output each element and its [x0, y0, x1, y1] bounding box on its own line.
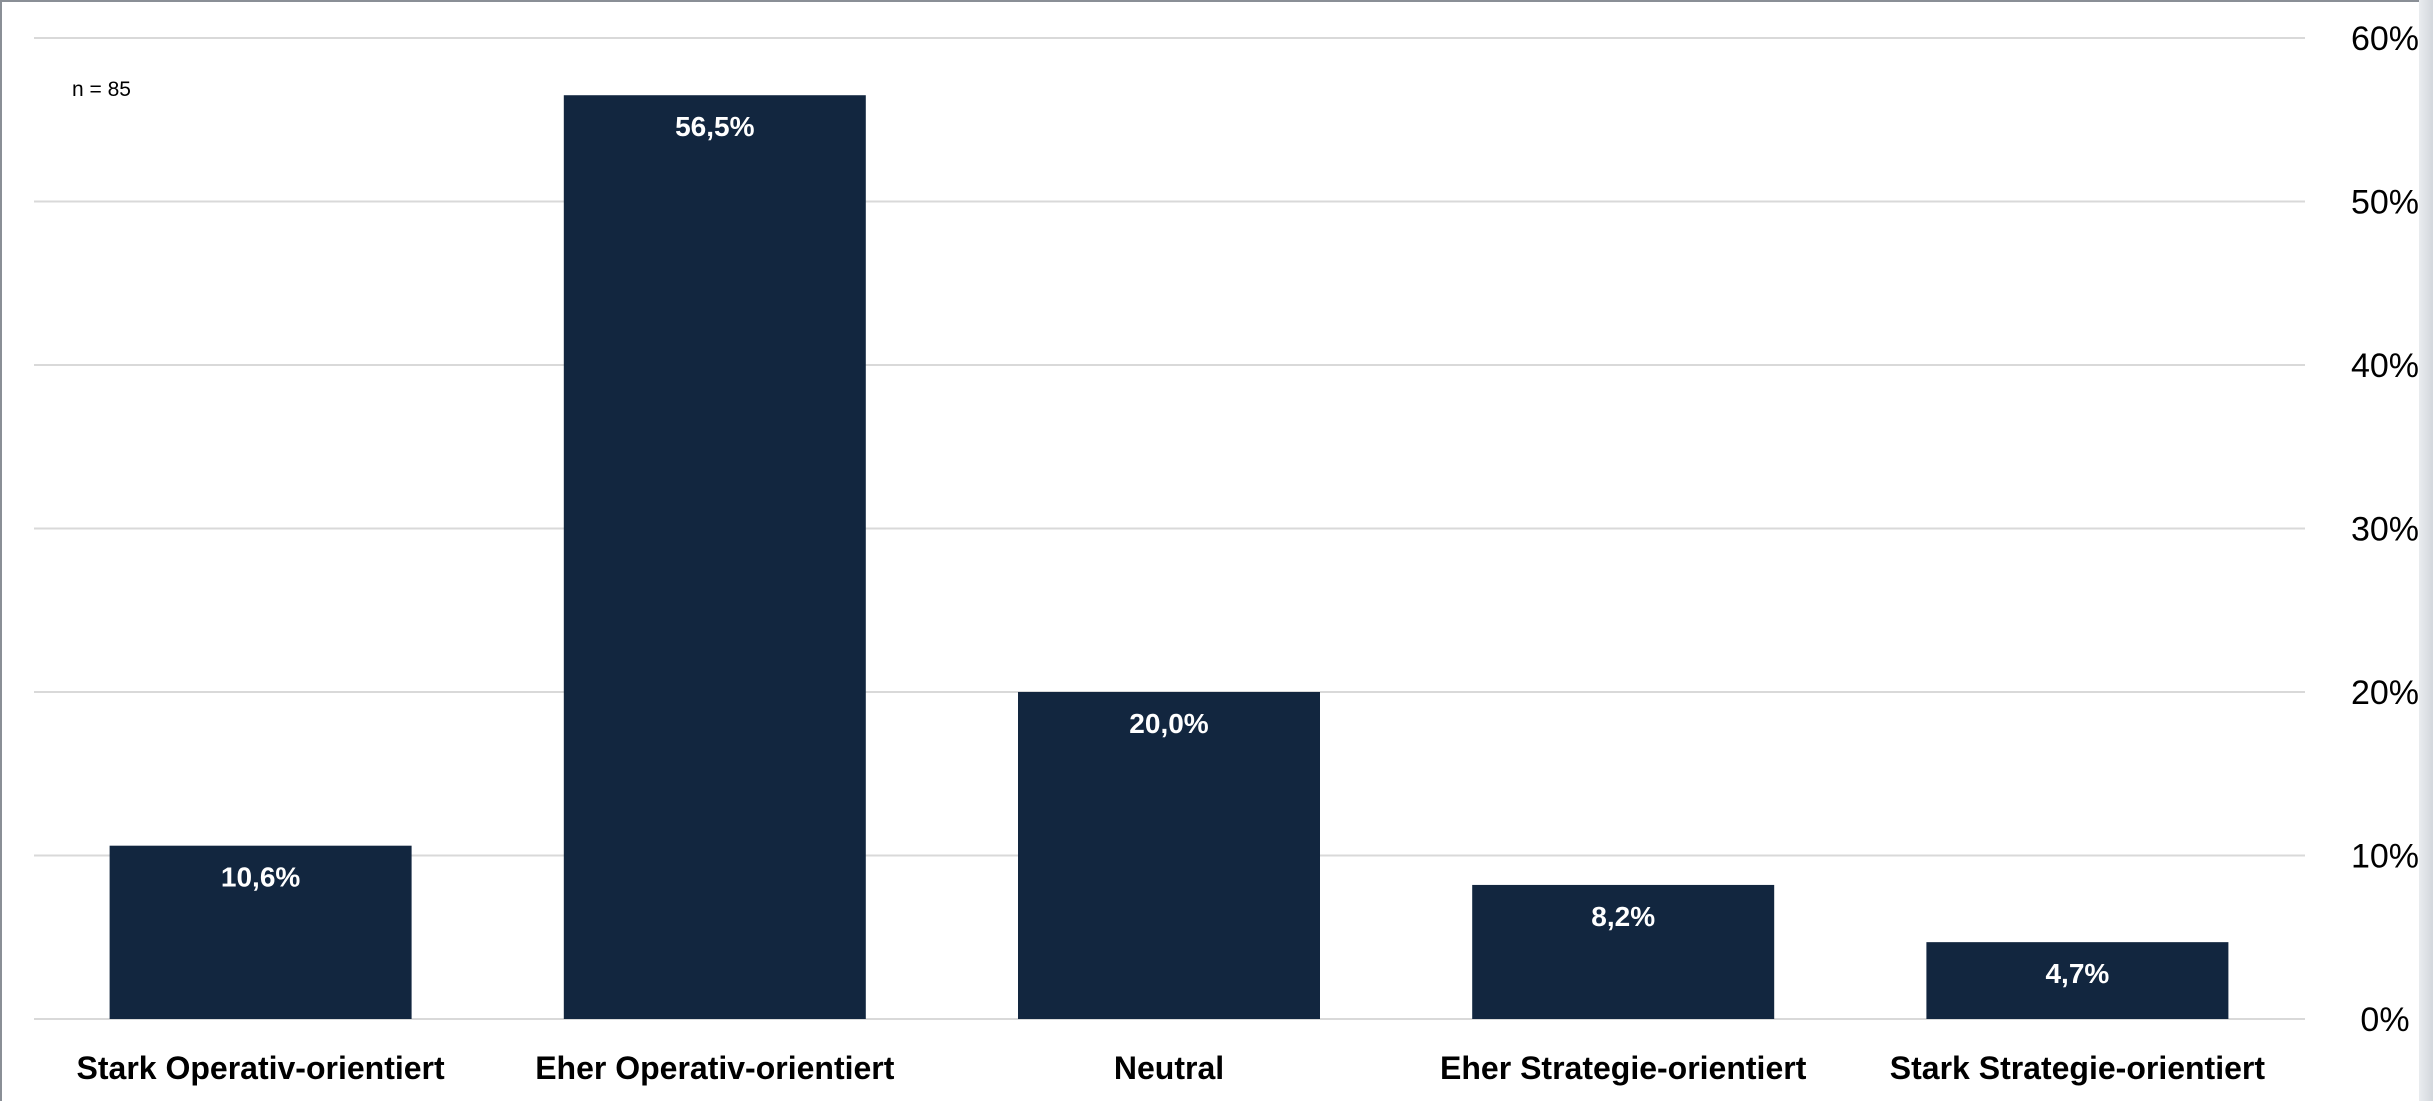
bar [109, 845, 412, 1019]
data-label: 56,5% [675, 111, 754, 142]
bar [1018, 692, 1320, 1019]
category-label: Eher Strategie-orientiert [1440, 1050, 1807, 1086]
bar [563, 95, 866, 1020]
sample-size-note: n = 85 [72, 78, 131, 101]
data-labels: 10,6% 56,5% 20,0% 8,2% 4,7% [221, 111, 2110, 989]
category-label: Neutral [1114, 1050, 1224, 1086]
y-tick-label: 20% [2351, 674, 2419, 712]
bar [1472, 884, 1775, 1019]
y-tick-label: 10% [2351, 838, 2419, 876]
y-tick-label: 40% [2351, 347, 2419, 385]
bar [1926, 942, 2229, 1019]
data-label: 4,7% [2045, 958, 2109, 989]
window-edge [2419, 0, 2433, 1101]
data-label: 8,2% [1591, 901, 1655, 932]
data-label: 10,6% [221, 862, 300, 893]
x-axis-categories: Stark Operativ-orientiert Eher Operativ-o… [77, 1050, 2266, 1086]
category-label: Eher Operativ-orientiert [535, 1050, 895, 1086]
category-label: Stark Operativ-orientiert [77, 1050, 445, 1086]
y-tick-label: 50% [2351, 184, 2419, 222]
y-tick-label: 30% [2351, 511, 2419, 549]
y-axis-ticks: 0% 10% 20% 30% 40% 50% 60% [2351, 20, 2419, 1039]
bars [109, 95, 2229, 1020]
y-tick-label: 60% [2351, 20, 2419, 58]
category-label: Stark Strategie-orientiert [1890, 1050, 2266, 1086]
data-label: 20,0% [1129, 708, 1208, 739]
y-tick-label: 0% [2360, 1001, 2409, 1039]
